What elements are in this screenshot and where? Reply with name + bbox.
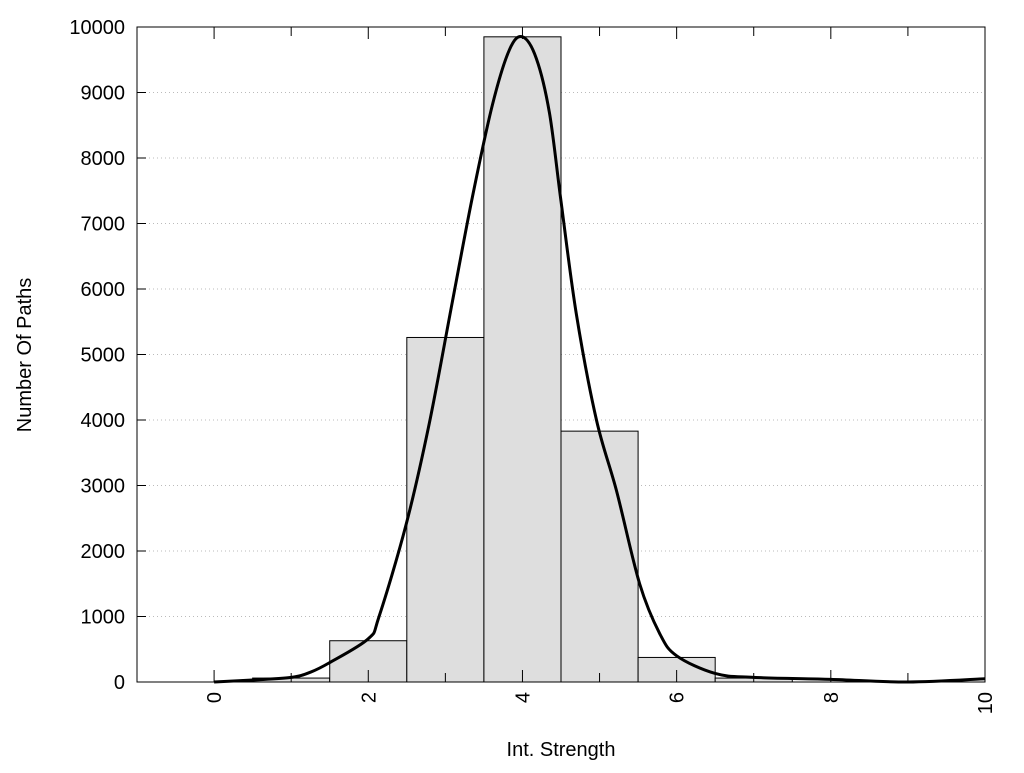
fit-curve-line xyxy=(214,35,986,684)
y-tick-label: 1000 xyxy=(81,607,126,629)
x-tick-label: 2 xyxy=(358,692,380,703)
axis-ticks xyxy=(137,26,986,683)
x-tick-label: 4 xyxy=(512,692,534,703)
bar xyxy=(560,430,639,683)
y-axis-label: Number Of Paths xyxy=(14,278,36,433)
x-tick-label: 0 xyxy=(204,692,226,703)
x-tick-label: 10 xyxy=(975,692,997,714)
y-tick-label: 3000 xyxy=(81,476,126,498)
y-tick-label: 6000 xyxy=(81,279,126,301)
y-tick-label: 8000 xyxy=(81,148,126,170)
bar xyxy=(483,36,562,683)
y-tick-label: 0 xyxy=(114,672,125,694)
x-tick-label: 8 xyxy=(821,692,843,703)
y-tick-label: 4000 xyxy=(81,410,126,432)
x-axis-label: Int. Strength xyxy=(507,739,616,761)
bar xyxy=(406,336,485,683)
y-tick-label: 10000 xyxy=(69,17,125,39)
fit-curve xyxy=(214,35,986,684)
x-tick-labels: 0 2 4 6 8 10 xyxy=(204,692,997,714)
y-tick-label: 9000 xyxy=(81,83,126,105)
y-tick-label: 7000 xyxy=(81,214,126,236)
y-tick-label: 5000 xyxy=(81,345,126,367)
y-tick-label: 2000 xyxy=(81,541,126,563)
y-tick-labels: 0 1000 2000 3000 4000 5000 6000 7000 8000 9000 100… xyxy=(69,17,125,694)
x-tick-label: 6 xyxy=(667,692,689,703)
bars xyxy=(252,36,793,683)
